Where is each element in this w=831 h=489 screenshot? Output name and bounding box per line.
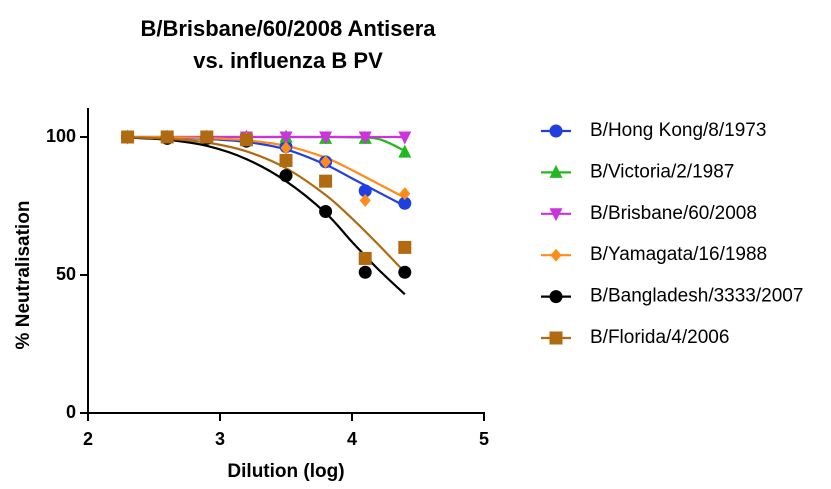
legend-marker [550,248,562,262]
data-point [160,130,174,144]
legend-label: B/Brisbane/60/2008 [590,203,757,224]
legend-label: B/Bangladesh/3333/2007 [590,286,803,307]
legend-label: B/Yamagata/16/1988 [590,244,767,265]
data-point [279,153,293,167]
data-point [358,184,372,198]
data-point [279,131,293,145]
x-tick-label: 4 [347,429,357,449]
data-point [358,251,372,265]
data-point [358,131,372,145]
legend-label: B/Victoria/2/1987 [590,161,734,182]
x-tick-label: 5 [479,429,489,449]
legend-marker [549,208,563,222]
data-point [398,265,412,279]
legend-marker [549,290,563,304]
x-axis-title: Dilution (log) [227,461,344,482]
legend-marker [549,331,563,345]
legend-marker [549,164,563,178]
data-point [398,144,412,158]
data-point [359,193,371,207]
data-point [319,205,333,219]
data-point [358,265,372,279]
data-point [399,187,411,201]
data-point [398,131,412,145]
data-point [280,141,292,155]
legend-label: B/Florida/4/2006 [590,327,729,348]
y-tick-label: 50 [56,264,76,284]
y-tick-label: 0 [66,402,76,422]
data-point [239,133,253,147]
legend-label: B/Hong Kong/8/1973 [590,120,766,141]
data-point [121,130,135,144]
x-tick-label: 2 [83,429,93,449]
data-point [200,130,214,144]
legend-marker [549,124,563,138]
data-point [279,169,293,183]
y-axis-title: % Neutralisation [13,201,34,350]
data-point [398,196,412,210]
data-point [398,240,412,254]
chart-subtitle: vs. influenza B PV [193,48,383,73]
fit-curve [127,136,406,274]
data-point [319,174,333,188]
data-point [319,131,333,145]
y-tick-label: 100 [46,126,76,146]
data-point [320,155,332,169]
chart-title: B/Brisbane/60/2008 Antisera [140,16,436,41]
x-tick-label: 3 [215,429,225,449]
